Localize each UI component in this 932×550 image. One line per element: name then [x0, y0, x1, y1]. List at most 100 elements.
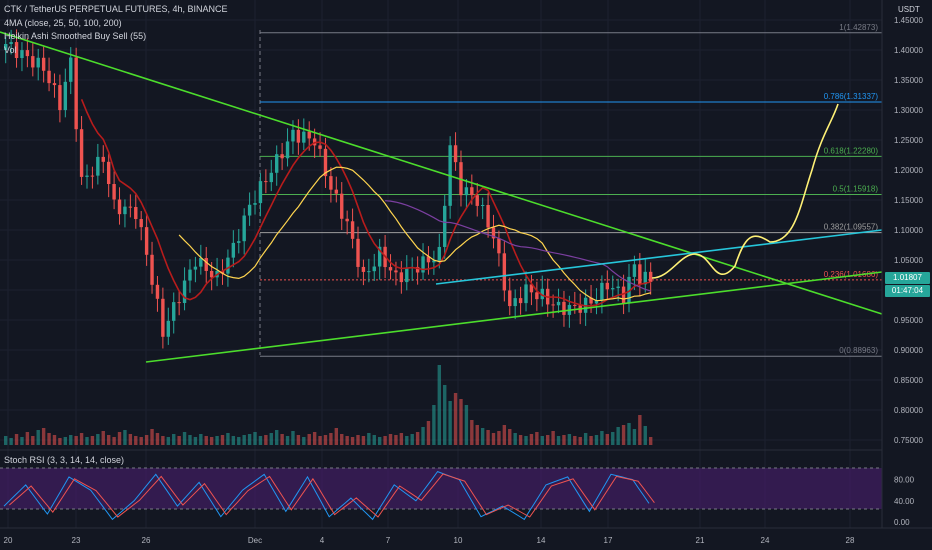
volume-bars — [4, 365, 653, 445]
candle-body — [540, 288, 544, 300]
candle-body — [307, 131, 311, 139]
candle-body — [470, 187, 474, 196]
volume-bar — [63, 437, 68, 445]
symbol-title[interactable]: CTK / TetherUS PERPETUAL FUTURES, 4h, BI… — [4, 4, 228, 14]
price-tick-label: 0.85000 — [894, 376, 923, 385]
candle-body — [253, 203, 257, 205]
fibonacci-retracement[interactable]: 1(1.42873) 0.786(1.31337) 0.618(1.22280) 0.… — [260, 23, 882, 357]
volume-bar — [291, 431, 295, 445]
volume-bar — [567, 434, 572, 445]
candle-body — [247, 204, 252, 216]
candle-body — [432, 260, 436, 263]
price-tick-label: 1.30000 — [894, 106, 923, 115]
candle-body — [14, 42, 19, 59]
volume-indicator-label[interactable]: Vol — [4, 45, 17, 55]
time-tick-label: 7 — [386, 536, 391, 545]
candle-body — [405, 268, 409, 283]
ma-indicator-label[interactable]: 4MA (close, 25, 50, 100, 200) — [4, 18, 122, 28]
volume-bar — [394, 435, 398, 445]
stoch-rsi-label[interactable]: Stoch RSI (3, 3, 14, 14, close) — [4, 455, 125, 465]
time-tick-label: 26 — [142, 536, 151, 545]
volume-bar — [421, 427, 425, 445]
candle-body — [361, 266, 366, 272]
candle-body — [4, 44, 8, 50]
candle-body — [36, 57, 40, 68]
candle-body — [600, 282, 604, 301]
candle-body — [415, 266, 420, 273]
volume-bar — [31, 436, 35, 445]
volume-bar — [215, 436, 219, 445]
candle-body — [52, 83, 57, 86]
volume-bar — [405, 436, 409, 445]
volume-bar — [632, 429, 637, 445]
volume-bar — [312, 432, 317, 445]
volume-bar — [443, 385, 447, 445]
volume-bar — [551, 431, 555, 445]
candle-body — [475, 195, 479, 206]
candle-body — [63, 81, 68, 111]
volume-bar — [345, 436, 349, 445]
candle-body — [74, 57, 78, 130]
candle-body — [421, 256, 425, 273]
candle-body — [112, 184, 116, 200]
candle-body — [166, 320, 170, 337]
volume-bar — [161, 436, 165, 445]
volume-bar — [589, 436, 593, 445]
candle-body — [150, 254, 154, 285]
volume-bar — [182, 432, 187, 445]
heikin-ashi-indicator-label[interactable]: Heikin Ashi Smoothed Buy Sell (55) — [4, 31, 147, 41]
fib-level-label: 0.236(1.01686) — [824, 270, 879, 279]
volume-bar — [155, 433, 160, 445]
candle-body — [302, 131, 306, 143]
candle-body — [621, 286, 626, 304]
volume-bar — [594, 435, 599, 445]
candle-body — [231, 242, 236, 258]
volume-bar — [79, 433, 84, 445]
ascending-trendline — [145, 271, 883, 363]
candle-body — [323, 148, 328, 177]
channel-trendline — [435, 229, 883, 285]
volume-bar — [117, 432, 122, 445]
currency-label[interactable]: USDT — [898, 5, 920, 14]
volume-bar — [85, 437, 89, 445]
candle-body — [139, 219, 143, 228]
candle-body — [58, 85, 62, 111]
candle-body — [497, 238, 501, 254]
candle-body — [193, 266, 198, 270]
candle-body — [182, 280, 187, 304]
volume-bar — [323, 435, 328, 445]
volume-bar — [329, 433, 333, 445]
candle-body — [144, 227, 149, 255]
volume-bar — [193, 437, 198, 445]
drawn-trendlines[interactable] — [0, 31, 883, 363]
candle-body — [491, 227, 496, 239]
price-tick-label: 1.15000 — [894, 196, 923, 205]
price-tick-label: 1.20000 — [894, 166, 923, 175]
time-axis[interactable]: 20 23 26 Dec 4 7 10 14 17 21 24 28 — [0, 527, 932, 545]
volume-bar — [253, 432, 257, 445]
candle-body — [41, 57, 46, 71]
volume-bar — [518, 435, 523, 445]
volume-bar — [643, 426, 647, 445]
candle-body — [334, 189, 339, 194]
candle-body — [96, 156, 100, 176]
candle-body — [377, 246, 382, 267]
candle-body — [85, 175, 89, 177]
volume-bar — [475, 425, 479, 445]
volume-bar — [199, 434, 203, 445]
candle-body — [258, 181, 263, 204]
time-tick-label: 10 — [454, 536, 463, 545]
volume-bar — [340, 434, 344, 445]
stoch-k-line — [3, 471, 650, 521]
time-tick-label: 21 — [696, 536, 705, 545]
time-tick-label: 20 — [4, 536, 13, 545]
volume-bar — [453, 393, 458, 445]
volume-bar — [546, 435, 550, 445]
volume-bar — [350, 437, 355, 445]
candle-body — [318, 145, 322, 149]
volume-bar — [562, 435, 566, 445]
volume-bar — [258, 436, 263, 445]
volume-bar — [415, 432, 420, 445]
volume-bar — [69, 435, 73, 445]
